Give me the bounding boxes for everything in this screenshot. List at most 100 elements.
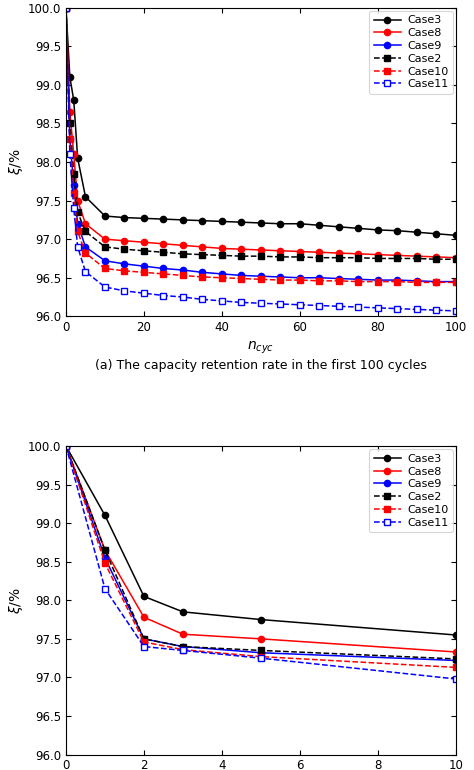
Line: Case9: Case9 [63,5,459,285]
Case11 [258,654,264,663]
Case11 [453,675,459,684]
Case8 [141,613,147,622]
Case11 [102,584,108,594]
Case9 [375,276,381,285]
Case2 [161,248,166,257]
Case3 [453,631,459,640]
Case2 [200,250,205,259]
X-axis label: $n_{cyc}$: $n_{cyc}$ [247,340,274,356]
Case8 [414,252,420,261]
Case8 [122,236,128,246]
Case3 [141,214,147,223]
Case11 [102,283,108,292]
Case9 [200,268,205,277]
Case10 [141,638,147,647]
Case8 [453,648,459,657]
Case9 [75,219,81,229]
Case11 [297,300,303,310]
Case10 [67,134,73,143]
Case10 [161,270,166,279]
Case3 [336,223,342,232]
Case3 [122,213,128,223]
Case9 [336,274,342,283]
Case8 [161,239,166,249]
Case9 [434,277,439,286]
Case9 [453,277,459,286]
Case11 [317,301,322,310]
Case2 [102,243,108,252]
Case10 [75,227,81,236]
Case3 [63,3,69,12]
Case9 [82,243,88,252]
Case11 [75,243,81,252]
Case3 [180,216,186,225]
Case8 [180,241,186,250]
Case10 [453,278,459,287]
Line: Case2: Case2 [63,443,459,662]
Case8 [317,248,322,257]
Case8 [297,247,303,256]
Case10 [219,273,225,283]
Case8 [336,249,342,258]
Case3 [238,218,244,227]
Case11 [63,3,69,12]
Case9 [414,276,420,286]
Case2 [141,246,147,256]
Case3 [219,217,225,226]
Case10 [141,268,147,277]
Case9 [356,275,361,284]
Case3 [82,192,88,202]
Case10 [356,277,361,286]
Case9 [219,270,225,279]
Case9 [297,273,303,283]
Case10 [317,276,322,286]
Case11 [394,304,400,313]
Case8 [394,251,400,260]
Case2 [180,642,186,651]
Case2 [356,253,361,263]
Case11 [122,286,128,296]
Case3 [141,592,147,601]
Case2 [258,646,264,655]
Case3 [434,229,439,239]
Case9 [141,262,147,271]
Case11 [141,642,147,651]
Case10 [453,663,459,672]
Case10 [63,441,69,450]
Case3 [317,221,322,230]
Case2 [75,208,81,217]
Case2 [141,634,147,644]
Case3 [258,615,264,624]
Case10 [414,278,420,287]
Case9 [394,276,400,285]
Case3 [200,216,205,226]
Case8 [238,245,244,254]
Case2 [63,3,69,12]
Case8 [82,219,88,229]
Case8 [356,249,361,259]
Case2 [414,254,420,263]
Case10 [82,249,88,258]
Case2 [71,169,77,178]
Line: Case8: Case8 [63,443,459,655]
Case3 [75,153,81,162]
Case8 [258,246,264,255]
Case9 [317,273,322,283]
Case10 [238,274,244,283]
Case11 [82,267,88,276]
Case2 [180,249,186,259]
Case3 [258,219,264,228]
Case10 [180,271,186,280]
Case11 [414,305,420,314]
Y-axis label: $\xi$/%: $\xi$/% [7,149,25,176]
Case11 [453,306,459,316]
Case3 [356,224,361,233]
Line: Case11: Case11 [63,5,459,314]
Case2 [82,227,88,236]
Legend: Case3, Case8, Case9, Case2, Case10, Case11: Case3, Case8, Case9, Case2, Case10, Case… [369,450,453,532]
Case9 [141,634,147,644]
Case10 [394,277,400,286]
Case11 [219,296,225,306]
Case2 [102,545,108,554]
Case11 [434,306,439,315]
